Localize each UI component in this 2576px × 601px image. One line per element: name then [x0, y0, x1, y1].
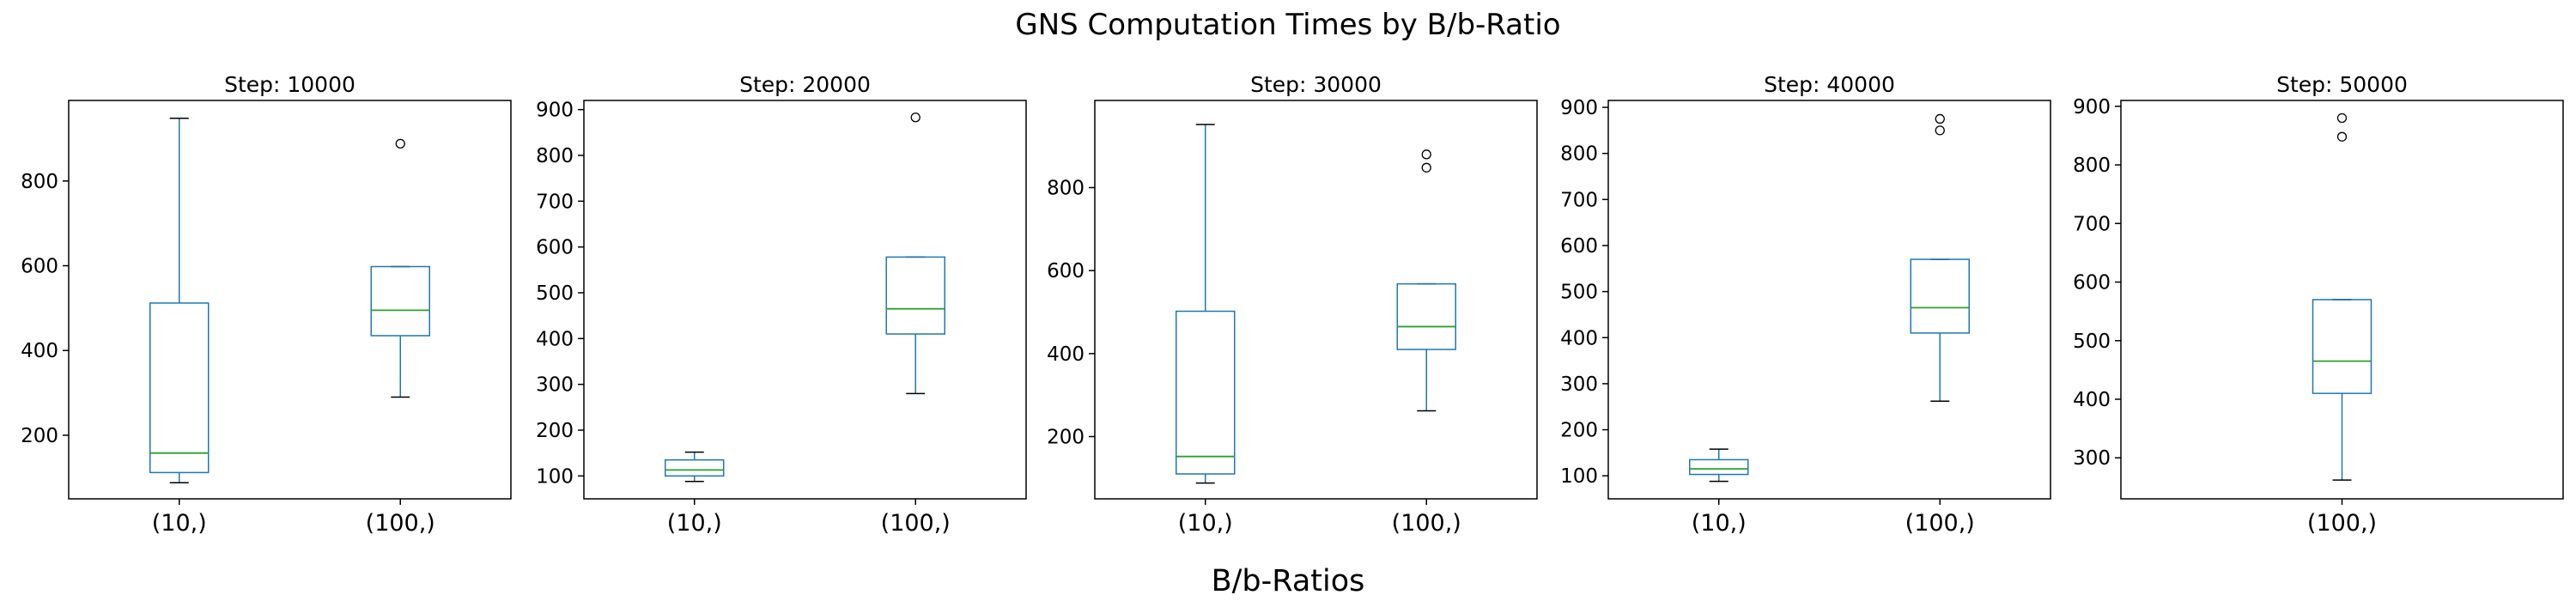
- y-tick-label: 300: [536, 374, 574, 397]
- subplot-1: Step: 10000 200 400 600 800 (10,) (100,): [21, 72, 512, 537]
- outlier-point: [910, 112, 920, 123]
- y-tick-label: 700: [1560, 189, 1598, 211]
- y-tick-label: 600: [21, 256, 58, 278]
- y-tick-label: 900: [536, 100, 574, 122]
- iqr-box: [665, 458, 725, 477]
- y-tick-label: 800: [21, 171, 58, 193]
- subplot-title: Step: 10000: [224, 72, 355, 97]
- y-tick-label: 400: [1560, 327, 1598, 349]
- y-tick-label: 500: [536, 282, 574, 305]
- plot-frame: [1094, 100, 1538, 500]
- iqr-box: [149, 302, 210, 474]
- iqr-box: [1396, 282, 1456, 350]
- plot-frame: [1607, 100, 2051, 500]
- y-tick-label: 700: [536, 191, 574, 213]
- y-tick-label: 900: [1560, 97, 1598, 119]
- subplot-3: Step: 30000 200 400 600 800 (10,) (100,): [1047, 72, 1538, 537]
- outlier-point: [1935, 113, 1945, 124]
- y-tick-label: 800: [536, 145, 574, 167]
- outlier-point: [2336, 131, 2348, 142]
- iqr-box: [2312, 299, 2372, 394]
- x-tick-label: (100,): [881, 510, 951, 537]
- iqr-box: [1176, 310, 1236, 475]
- y-tick-label: 200: [536, 420, 574, 442]
- x-tick-label: (10,): [667, 510, 722, 537]
- y-tick-label: 800: [1047, 178, 1084, 200]
- outlier-point: [1935, 125, 1945, 136]
- iqr-box: [1910, 258, 1970, 334]
- x-tick-label: (100,): [2307, 510, 2377, 537]
- outlier-point: [2336, 112, 2348, 124]
- box-plot-(100,): [1396, 149, 1456, 412]
- x-tick-label: (100,): [366, 510, 435, 537]
- y-tick-label: 100: [1560, 465, 1598, 488]
- x-tick-label: (100,): [1905, 510, 1975, 537]
- y-tick-label: 300: [2073, 447, 2111, 470]
- plot-frame: [583, 100, 1027, 500]
- subplot-4: Step: 40000 100 200 300 400 500 600 700 800 900 (1…: [1560, 72, 2051, 537]
- y-tick-label: 100: [536, 465, 574, 488]
- x-tick-label: (10,): [152, 510, 207, 537]
- subplot-title: Step: 40000: [1764, 72, 1895, 97]
- box-plot-(10,): [665, 451, 725, 483]
- box-plot-(100,): [885, 112, 945, 395]
- y-tick-label: 500: [2073, 331, 2111, 353]
- outlier-point: [395, 138, 405, 149]
- y-tick-label: 400: [1047, 343, 1084, 366]
- x-tick-label: (10,): [1692, 510, 1747, 537]
- plot-frame: [2120, 100, 2564, 500]
- figure-title: GNS Computation Times by B/b-Ratio: [1015, 8, 1560, 42]
- y-tick-label: 200: [1047, 427, 1084, 449]
- subplot-title: Step: 30000: [1250, 72, 1382, 97]
- y-tick-label: 200: [1560, 420, 1598, 442]
- x-tick-label: (100,): [1392, 510, 1461, 537]
- y-tick-label: 600: [536, 237, 574, 259]
- y-tick-label: 400: [536, 328, 574, 350]
- y-tick-label: 400: [2073, 389, 2111, 411]
- y-tick-label: 300: [1560, 373, 1598, 396]
- y-tick-label: 500: [1560, 282, 1598, 304]
- box-plot-(10,): [1689, 448, 1749, 483]
- iqr-box: [885, 256, 945, 335]
- figure-x-axis-label: B/b-Ratios: [1212, 564, 1365, 598]
- subplot-title: Step: 50000: [2276, 72, 2408, 97]
- y-tick-label: 200: [21, 425, 58, 447]
- y-tick-label: 900: [2073, 96, 2111, 118]
- x-tick-label: (10,): [1178, 510, 1233, 537]
- subplot-2: Step: 20000 100 200 300 400 500 600 700 800 900 (1…: [536, 72, 1027, 537]
- iqr-box: [370, 265, 430, 337]
- subplot-title: Step: 20000: [739, 72, 871, 97]
- y-tick-label: 600: [1047, 260, 1084, 282]
- iqr-box: [1689, 458, 1749, 476]
- y-tick-label: 600: [1560, 235, 1598, 258]
- outlier-point: [1421, 162, 1431, 173]
- box-plot-(100,): [1910, 113, 1970, 403]
- box-plot-(100,): [2312, 112, 2372, 481]
- y-tick-label: 700: [2073, 213, 2111, 235]
- outlier-point: [1421, 149, 1431, 160]
- y-tick-label: 400: [21, 340, 58, 362]
- y-tick-label: 800: [2073, 155, 2111, 177]
- y-tick-label: 600: [2073, 272, 2111, 294]
- plot-frame: [68, 100, 512, 500]
- box-plot-(100,): [370, 138, 430, 398]
- box-plot-(10,): [149, 117, 210, 483]
- box-plot-(10,): [1176, 124, 1236, 484]
- y-tick-label: 800: [1560, 143, 1598, 166]
- subplot-5: Step: 50000 300 400 500 600 700 800 900 (100,): [2073, 72, 2564, 537]
